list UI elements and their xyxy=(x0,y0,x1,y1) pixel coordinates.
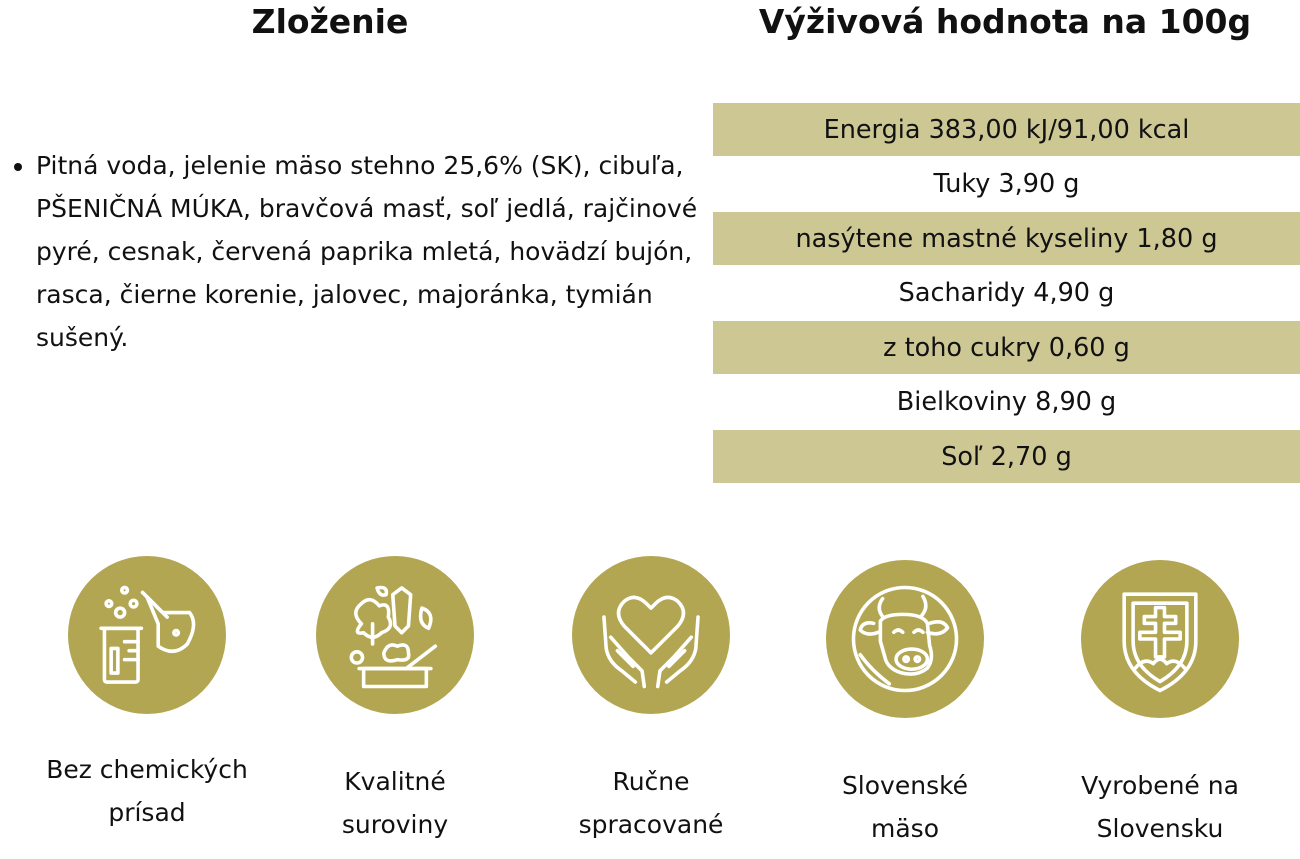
heart-hands-icon xyxy=(602,595,700,689)
feature-slovak-meat: Slovenské mäso xyxy=(775,560,1035,850)
feature-label: Vyrobené na Slovensku xyxy=(1030,764,1290,850)
feature-handmade: Ručne spracované xyxy=(521,556,781,846)
nutrition-heading: Výživová hodnota na 100g xyxy=(758,2,1252,41)
feature-circle xyxy=(1081,560,1239,718)
feature-label: Bez chemických prísad xyxy=(17,748,277,834)
vegetables-ingredients-icon xyxy=(349,585,438,689)
feature-label: Ručne spracované xyxy=(521,760,781,846)
nutrition-table: Energia 383,00 kJ/91,00 kcal Tuky 3,90 g… xyxy=(713,103,1300,485)
feature-circle xyxy=(316,556,474,714)
nutrition-row-salt: Soľ 2,70 g xyxy=(713,430,1300,483)
feature-label-line1: Ručne xyxy=(612,767,690,796)
feature-label-line2: spracované xyxy=(578,810,724,839)
nutrition-row-fat: Tuky 3,90 g xyxy=(933,169,1080,199)
feature-circle xyxy=(572,556,730,714)
feature-made-in-slovakia: Vyrobené na Slovensku xyxy=(1030,560,1290,850)
nutrition-row-carbohydrates: Sacharidy 4,90 g xyxy=(898,278,1115,308)
feature-label-line1: Slovenské xyxy=(841,771,969,800)
chemistry-flask-icon xyxy=(99,585,196,684)
feature-label-line2: prísad xyxy=(108,798,186,827)
feature-label-line2: Slovensku xyxy=(1096,814,1224,843)
feature-label-line1: Vyrobené na xyxy=(1081,771,1239,800)
cow-head-icon xyxy=(851,585,959,693)
feature-label-line1: Bez chemických xyxy=(46,755,248,784)
feature-circle xyxy=(826,560,984,718)
slovak-coat-of-arms-icon xyxy=(1122,592,1198,693)
composition-heading: Zloženie xyxy=(251,2,409,41)
nutrition-row-saturated-fat: nasýtene mastné kyseliny 1,80 g xyxy=(713,212,1300,265)
feature-circle xyxy=(68,556,226,714)
ingredients-text-part1: Pitná voda, jelenie mäso stehno 25,6% (S… xyxy=(36,151,684,180)
ingredients-allergen: PŠENIČNÁ MÚKA xyxy=(36,194,243,223)
feature-label-line2: suroviny xyxy=(341,810,449,839)
feature-quality-ingredients: Kvalitné suroviny xyxy=(265,556,525,846)
nutrition-row-energy: Energia 383,00 kJ/91,00 kcal xyxy=(713,103,1300,156)
feature-label: Slovenské mäso xyxy=(775,764,1035,850)
ingredients-item: Pitná voda, jelenie mäso stehno 25,6% (S… xyxy=(36,144,716,359)
feature-label-line1: Kvalitné xyxy=(344,767,446,796)
feature-no-chemicals: Bez chemických prísad xyxy=(17,556,277,834)
nutrition-row-sugars: z toho cukry 0,60 g xyxy=(713,321,1300,374)
ingredients-list: Pitná voda, jelenie mäso stehno 25,6% (S… xyxy=(8,144,716,359)
nutrition-row-protein: Bielkoviny 8,90 g xyxy=(896,387,1117,417)
ingredients-text-part2: , bravčová masť, soľ jedlá, rajčinové py… xyxy=(36,194,698,352)
feature-label: Kvalitné suroviny xyxy=(265,760,525,846)
feature-label-line2: mäso xyxy=(871,814,939,843)
